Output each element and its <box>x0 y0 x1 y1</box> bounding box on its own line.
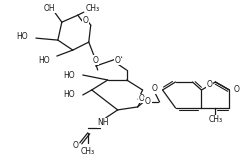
Text: CH₃: CH₃ <box>86 4 100 13</box>
Text: CH₃: CH₃ <box>208 115 222 124</box>
Text: HO: HO <box>16 32 28 41</box>
Text: O: O <box>115 56 121 64</box>
Text: O: O <box>145 97 150 106</box>
Text: O: O <box>82 16 88 25</box>
Text: CH₃: CH₃ <box>81 147 95 156</box>
Text: O: O <box>138 94 144 103</box>
Text: O: O <box>206 80 212 89</box>
Text: HO: HO <box>38 56 50 64</box>
Text: O: O <box>152 84 158 93</box>
Text: O: O <box>73 141 79 150</box>
Text: OH: OH <box>44 4 56 13</box>
Text: O: O <box>233 85 239 94</box>
Text: HO: HO <box>63 71 75 80</box>
Text: O: O <box>93 56 99 64</box>
Text: NH: NH <box>97 118 108 127</box>
Text: HO: HO <box>63 90 75 100</box>
